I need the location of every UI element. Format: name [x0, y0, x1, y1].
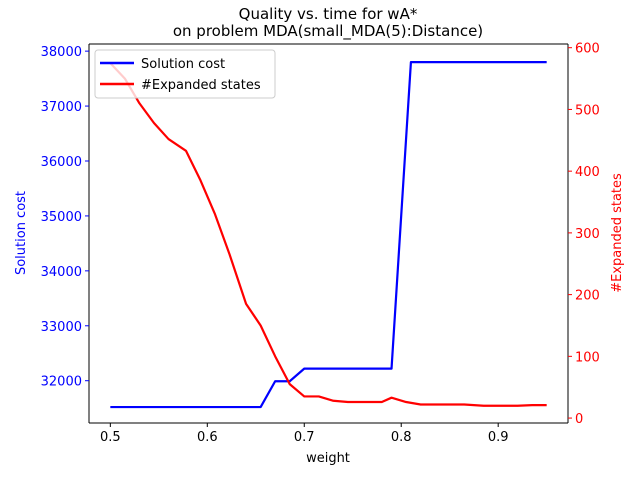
left-y-tick-label: 34000	[41, 265, 82, 280]
x-tick-label: 0.8	[391, 430, 412, 445]
right-y-tick-label: 600	[575, 42, 600, 57]
series-layer	[109, 61, 547, 409]
left-y-tick-label: 32000	[41, 375, 82, 390]
left-y-axis-label: Solution cost	[14, 191, 29, 275]
series-line-expanded-states	[109, 62, 547, 407]
right-y-tick-label: 300	[575, 227, 600, 242]
x-tick-label: 0.5	[100, 430, 121, 445]
chart-subtitle: on problem MDA(small_MDA(5):Distance)	[173, 22, 483, 41]
x-tick-label: 0.7	[294, 430, 315, 445]
legend-frame	[94, 49, 276, 99]
x-tick-label: 0.6	[197, 430, 218, 445]
legend-label-expanded-states: #Expanded states	[141, 78, 261, 93]
chart-title: Quality vs. time for wA*	[239, 5, 418, 23]
left-y-tick-label: 37000	[41, 100, 82, 115]
left-y-tick-label: 38000	[41, 45, 82, 60]
left-y-tick-label: 36000	[41, 155, 82, 170]
right-y-tick-label: 200	[575, 289, 600, 304]
legend-label-solution-cost: Solution cost	[141, 57, 225, 72]
legend: Solution cost #Expanded states	[94, 49, 276, 99]
x-axis-ticks: 0.5 0.6 0.7 0.8 0.9	[100, 423, 509, 445]
right-y-tick-label: 0	[575, 412, 583, 427]
right-y-axis-label: #Expanded states	[610, 173, 625, 293]
x-axis-label: weight	[306, 451, 350, 466]
left-y-tick-label: 35000	[41, 210, 82, 225]
left-y-tick-label: 33000	[41, 320, 82, 335]
plot-area	[89, 44, 568, 423]
x-tick-label: 0.9	[488, 430, 509, 445]
right-y-tick-label: 400	[575, 165, 600, 180]
right-y-axis-ticks: 0 100 200 300 400 500 600	[568, 42, 600, 427]
right-y-tick-label: 100	[575, 350, 600, 365]
series-line-solution-cost	[110, 61, 547, 409]
right-y-tick-label: 500	[575, 103, 600, 118]
left-y-axis-ticks: 32000 33000 34000 35000 36000 37000 38000	[41, 45, 89, 390]
